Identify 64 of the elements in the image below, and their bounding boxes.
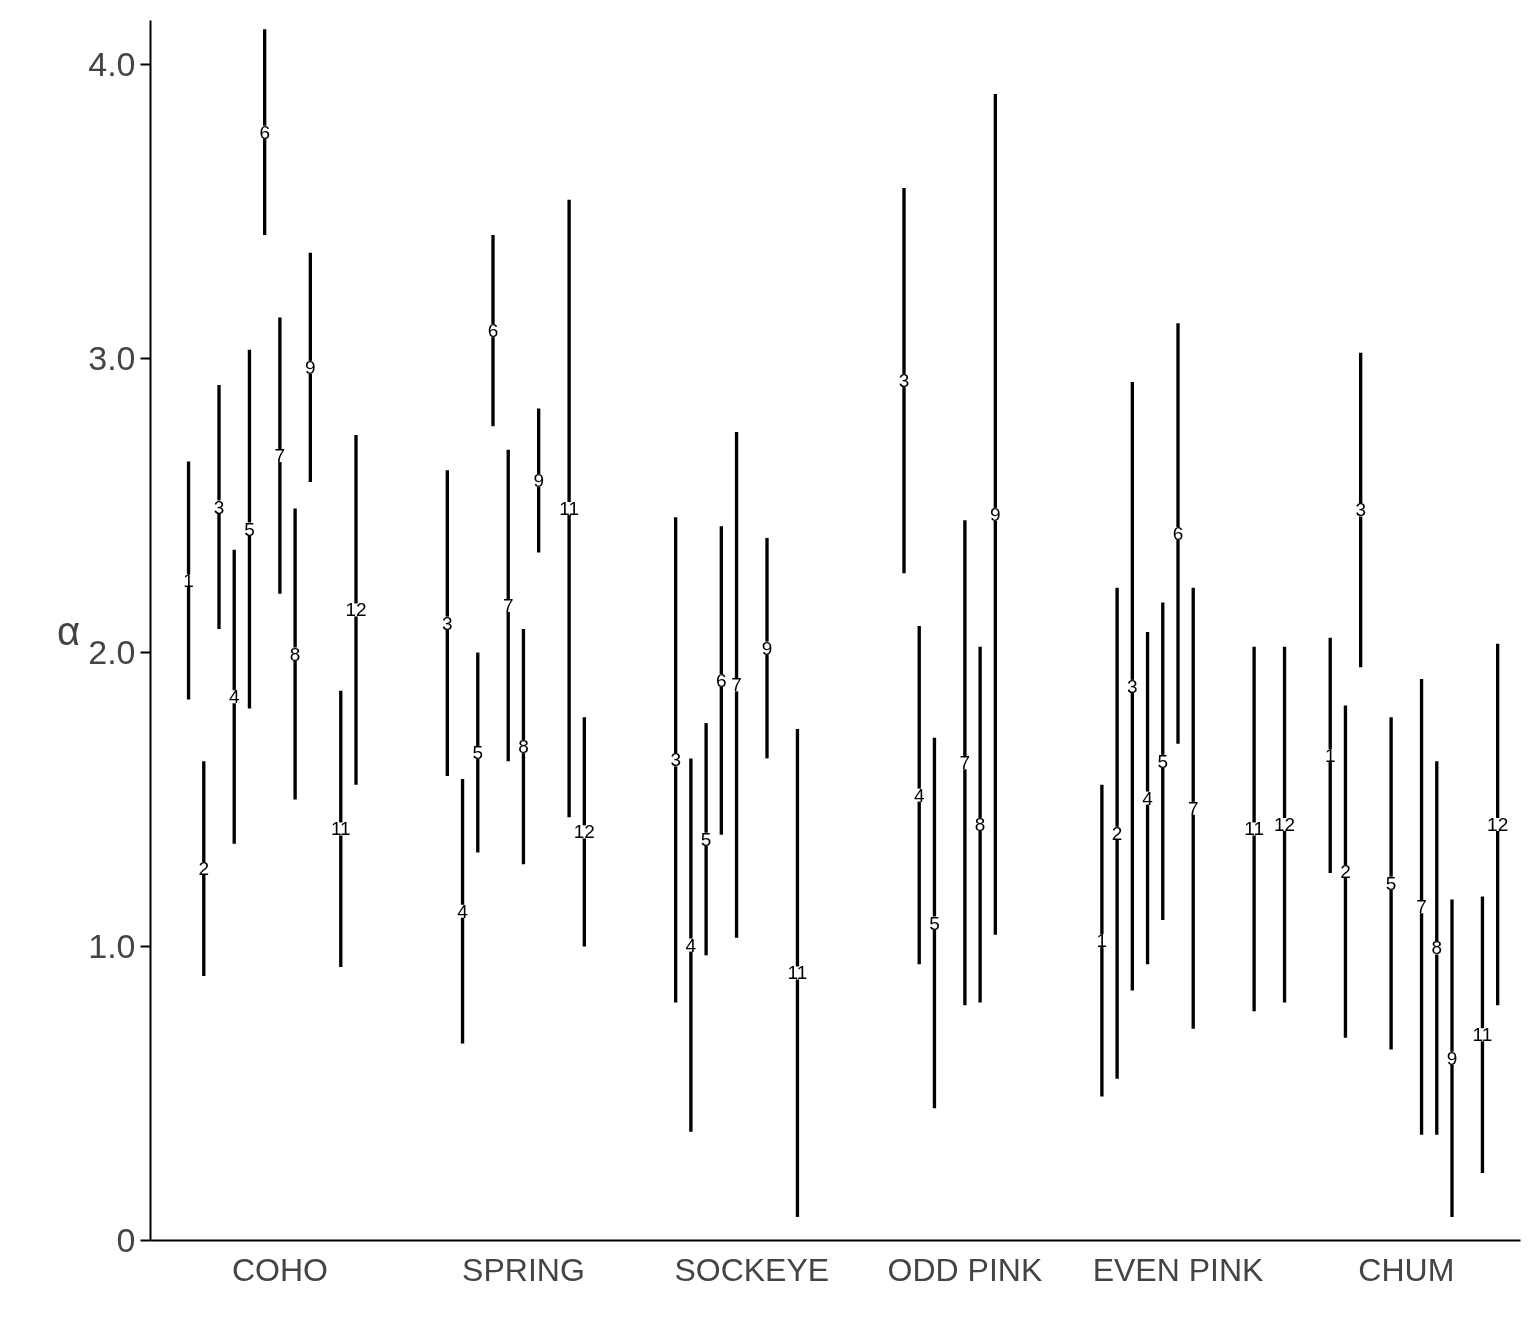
annotation: 9 — [990, 503, 1001, 525]
annotation: 5 — [929, 912, 940, 934]
annotation: 3 — [670, 749, 681, 771]
annotation: 6 — [487, 320, 499, 342]
annotation: 8 — [974, 814, 986, 836]
annotation: 7 — [274, 445, 286, 467]
annotation: 1 — [183, 570, 194, 592]
annotation: 2 — [1340, 861, 1351, 883]
y-tick-label: 3.0 — [88, 339, 136, 378]
annotation: 7 — [1187, 797, 1199, 819]
annotation: 4 — [913, 784, 925, 806]
annotation: 7 — [959, 752, 971, 774]
annotation: 5 — [1385, 872, 1397, 894]
annotation: 4 — [228, 686, 240, 708]
x-tick-label: SOCKEYE — [674, 1251, 830, 1288]
annotation: 12 — [1273, 814, 1296, 836]
annotation: 3 — [213, 496, 225, 518]
annotation: 12 — [1487, 814, 1509, 836]
annotation: 7 — [502, 595, 514, 617]
annotation: 8 — [289, 643, 301, 665]
annotation: 8 — [1431, 937, 1443, 959]
x-tick-label: EVEN PINK — [1092, 1251, 1264, 1288]
y-tick-label: 1.0 — [88, 927, 136, 966]
annotation: 3 — [442, 612, 453, 634]
annotation: 5 — [472, 742, 484, 763]
annotation: 11 — [330, 818, 351, 840]
annotation: 11 — [1244, 818, 1264, 840]
annotation: 11 — [1472, 1024, 1493, 1046]
annotation: 2 — [1111, 822, 1123, 844]
annotation: 9 — [533, 470, 544, 492]
x-tick-label: CHUM — [1358, 1251, 1455, 1288]
y-axis-title: α — [57, 608, 81, 653]
annotation: 6 — [716, 669, 727, 691]
annotation: 1 — [1096, 930, 1108, 952]
annotation: 3 — [1355, 499, 1366, 521]
annotation: 8 — [518, 736, 529, 758]
annotation: 12 — [573, 821, 595, 843]
annotation: 3 — [898, 370, 910, 392]
annotation: 1 — [1324, 744, 1336, 766]
annotation: 3 — [1127, 675, 1138, 697]
annotation: 9 — [305, 356, 316, 378]
y-tick-label: 2.0 — [88, 633, 136, 672]
annotation: 11 — [787, 962, 808, 984]
bar — [1100, 784, 1104, 1097]
annotation: 2 — [198, 858, 210, 880]
annotation: 9 — [761, 637, 773, 659]
annotation: 5 — [700, 828, 712, 850]
y-tick-label: 0 — [116, 1221, 136, 1259]
annotation: 11 — [559, 498, 579, 519]
annotation: 4 — [685, 934, 697, 956]
annotation: 9 — [1446, 1047, 1458, 1069]
y-tick-label: 4.0 — [88, 45, 136, 84]
x-tick-label: ODD PINK — [887, 1251, 1043, 1288]
annotation: 5 — [1157, 750, 1169, 772]
x-tick-label: COHO — [231, 1251, 328, 1288]
annotation: 5 — [244, 518, 255, 540]
annotation: 7 — [731, 674, 742, 696]
annotation: 6 — [1172, 522, 1184, 544]
annotation: 4 — [1142, 787, 1154, 809]
annotation: 7 — [1416, 896, 1427, 918]
annotation: 6 — [259, 121, 270, 143]
annotation: 4 — [457, 900, 469, 922]
x-tick-label: SPRING — [462, 1251, 585, 1288]
annotation: 12 — [345, 599, 367, 621]
